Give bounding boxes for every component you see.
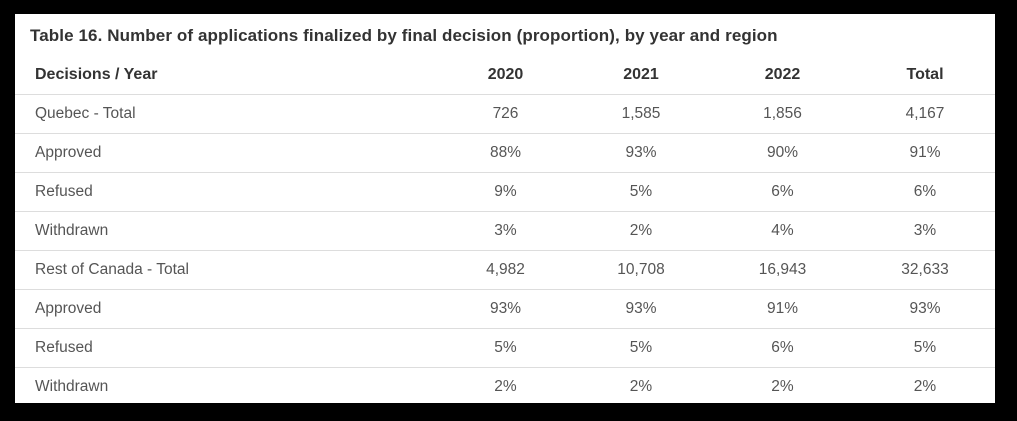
row-value: 4,982 [486,261,525,278]
row-value: 91% [909,144,941,161]
table-body: Quebec - Total 726 1,585 1,856 4,167 Approved… [15,95,995,407]
table-row: Withdrawn 3% 2% 4% 3% [15,212,995,251]
column-header-2021: 2021 [572,55,710,95]
row-value: 2% [913,378,937,395]
row-value: 5% [913,339,937,356]
row-value: 5% [629,339,653,356]
row-value: 5% [629,183,653,200]
row-label: Refused [35,339,93,356]
row-value: 93% [625,300,657,317]
row-value: 4% [771,222,794,239]
data-table: Decisions / Year 2020 2021 2022 Total Quebec… [15,55,995,406]
table-row: Approved 88% 93% 90% 91% [15,134,995,173]
table-header: Decisions / Year 2020 2021 2022 Total [15,55,995,95]
table-row: Approved 93% 93% 91% 93% [15,290,995,329]
column-header-2022: 2022 [710,55,855,95]
row-value: 2% [629,378,653,395]
table-row: Withdrawn 2% 2% 2% 2% [15,368,995,407]
row-value: 88% [489,144,522,161]
table-row: Refused 5% 5% 6% 5% [15,329,995,368]
row-value: 6% [771,183,794,200]
row-value: 1,585 [621,105,661,122]
table-card: Table 16. Number of applications finaliz… [15,14,995,403]
row-label: Withdrawn [35,378,109,395]
row-label: Withdrawn [35,222,109,239]
row-value: 91% [766,300,799,317]
row-value: 10,708 [617,261,665,278]
table-row: Refused 9% 5% 6% 6% [15,173,995,212]
row-value: 2% [494,378,517,395]
row-value: 2% [771,378,794,395]
row-value: 32,633 [901,261,949,278]
column-header-decisions-year: Decisions / Year [15,55,439,95]
row-value: 3% [494,222,517,239]
row-value: 6% [771,339,794,356]
table-row: Quebec - Total 726 1,585 1,856 4,167 [15,95,995,134]
column-header-total: Total [855,55,995,95]
row-value: 9% [494,183,517,200]
row-value: 93% [489,300,522,317]
row-label: Refused [35,183,93,200]
row-value: 5% [494,339,517,356]
table-row: Rest of Canada - Total 4,982 10,708 16,943 3… [15,251,995,290]
row-value: 6% [913,183,937,200]
row-value: 16,943 [758,261,807,278]
row-value: 3% [913,222,937,239]
row-value: 93% [625,144,657,161]
row-value: 2% [629,222,653,239]
row-label: Approved [35,144,102,161]
row-value: 90% [766,144,799,161]
row-value: 93% [909,300,941,317]
table-title: Table 16. Number of applications finaliz… [30,26,778,45]
row-label: Quebec - Total [35,105,136,122]
row-label: Approved [35,300,102,317]
row-value: 1,856 [763,105,802,122]
table-header-row: Decisions / Year 2020 2021 2022 Total [15,55,995,95]
row-value: 4,167 [905,105,945,122]
row-label: Rest of Canada - Total [35,261,189,278]
column-header-2020: 2020 [439,55,572,95]
row-value: 726 [492,105,519,122]
